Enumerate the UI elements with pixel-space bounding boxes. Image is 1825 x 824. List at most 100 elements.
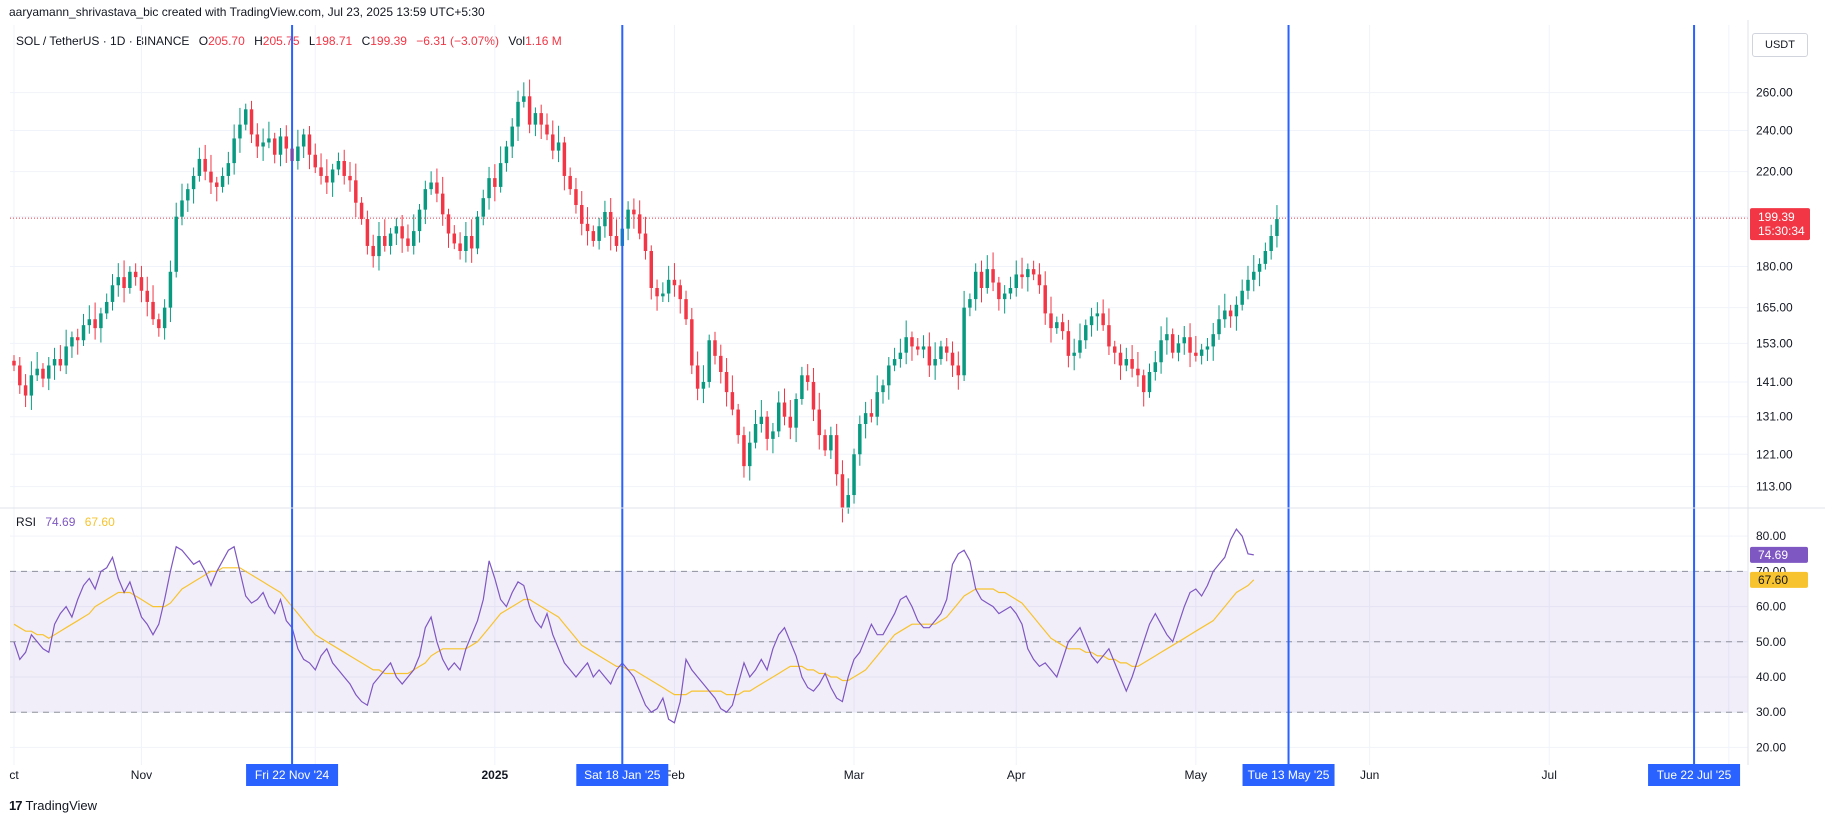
candle-body: [794, 399, 798, 428]
candle-body: [313, 154, 317, 168]
close-label: C: [361, 34, 371, 48]
candle-body: [1089, 316, 1094, 326]
candle-body: [52, 359, 57, 366]
open-label: O: [198, 34, 209, 48]
candle-body: [979, 271, 984, 288]
candle-body: [220, 175, 225, 187]
candle-body: [180, 200, 184, 217]
price-tick-label: 240.00: [1756, 123, 1793, 137]
rsi-legend[interactable]: RSI 74.69 67.60: [16, 515, 115, 529]
rsi-tick-label: 80.00: [1756, 529, 1786, 543]
candle-body: [232, 138, 236, 164]
candle-body: [35, 368, 39, 376]
symbol-legend[interactable]: SOL / TetherUS · 1D · BINANCE O205.70 H2…: [16, 34, 562, 48]
candle-body: [713, 340, 717, 356]
candle-body: [672, 279, 677, 286]
candle-body: [695, 365, 700, 389]
candle-body: [516, 101, 520, 127]
candle-body: [151, 301, 155, 320]
candle-body: [377, 235, 381, 257]
candle-body: [446, 214, 451, 234]
candle-body: [417, 209, 422, 232]
candle-body: [1026, 269, 1030, 278]
candle-body: [643, 233, 648, 251]
high-value: 205.75: [262, 34, 300, 48]
rsi-value-badge: [1750, 546, 1808, 563]
symbol-name[interactable]: SOL / TetherUS · 1D · BINANCE: [16, 34, 190, 48]
candle-body: [551, 134, 555, 151]
open-value: 205.70: [208, 34, 245, 48]
candle-body: [238, 124, 242, 139]
candle-body: [162, 307, 167, 329]
candle-body: [348, 175, 352, 181]
candle-body: [29, 375, 34, 396]
candle-body: [782, 402, 787, 417]
rsi-tick-label: 50.00: [1756, 635, 1786, 649]
highlight-date-badge: [1648, 764, 1741, 786]
candle-body: [70, 337, 74, 347]
candle-body: [898, 352, 903, 360]
high-label: H: [254, 34, 263, 48]
candle-body: [852, 454, 856, 496]
candle-body: [110, 285, 115, 302]
candle-body: [157, 319, 161, 329]
candle-body: [139, 277, 144, 291]
candle-body: [887, 365, 891, 386]
candle-body: [435, 182, 439, 194]
candle-body: [1182, 337, 1186, 344]
candle-body: [1031, 269, 1036, 275]
candle-body: [1205, 346, 1210, 350]
candle-body: [1078, 340, 1082, 353]
highlight-date-label: Sat 18 Jan '25: [584, 768, 661, 782]
candle-body: [858, 423, 862, 455]
candle-body: [608, 211, 613, 236]
rsi-label[interactable]: RSI: [16, 515, 37, 529]
candle-body: [985, 269, 990, 288]
candle-body: [765, 416, 769, 439]
candle-body: [539, 113, 543, 125]
price-tick-label: 260.00: [1756, 86, 1793, 100]
change-value: −6.31 (−3.07%): [416, 34, 500, 48]
highlight-vertical-lines: [291, 25, 1696, 765]
candle-body: [388, 233, 393, 246]
candle-body: [742, 435, 746, 467]
volume-label: Vol: [508, 34, 526, 48]
rsi-line: [13, 528, 1254, 724]
candle-body: [678, 285, 682, 300]
candle-body: [1170, 334, 1175, 353]
candle-body: [568, 175, 572, 190]
candle-body: [1257, 263, 1262, 272]
candle-body: [1153, 362, 1158, 372]
grid-lines: [10, 25, 1748, 765]
candle-body: [325, 175, 329, 183]
candle-body: [243, 109, 248, 125]
candle-body: [921, 346, 926, 350]
candle-body: [875, 392, 879, 417]
candle-body: [1101, 313, 1105, 326]
candle-body: [527, 96, 532, 125]
candle-body: [649, 250, 654, 288]
candle-body: [771, 431, 775, 439]
candle-body: [203, 158, 207, 172]
candle-body: [1084, 325, 1088, 341]
highlight-date-labels: Fri 22 Nov '24 Sat 18 Jan '25 Tue 13 May '…: [246, 764, 1741, 786]
candle-body: [956, 365, 961, 376]
close-value: 199.39: [370, 34, 407, 48]
tradingview-logo[interactable]: 17 TradingView: [9, 798, 97, 813]
candle-body: [811, 381, 816, 410]
price-tick-label: 121.00: [1756, 447, 1793, 461]
candle-body: [800, 375, 804, 400]
candle-body: [133, 271, 138, 278]
candle-body: [319, 167, 323, 176]
currency-button[interactable]: USDT: [1752, 33, 1808, 57]
candle-body: [1234, 304, 1239, 317]
tradingview-mark-icon: 17: [9, 798, 23, 813]
candle-body: [1159, 340, 1163, 363]
time-tick-label: Nov: [131, 768, 152, 782]
candle-body: [748, 442, 752, 467]
time-tick-label: ct: [9, 768, 19, 782]
price-axis[interactable]: 113.00 121.00 131.00 141.00 153.00 165.00 180.…: [1756, 86, 1793, 494]
candle-body: [209, 171, 213, 183]
